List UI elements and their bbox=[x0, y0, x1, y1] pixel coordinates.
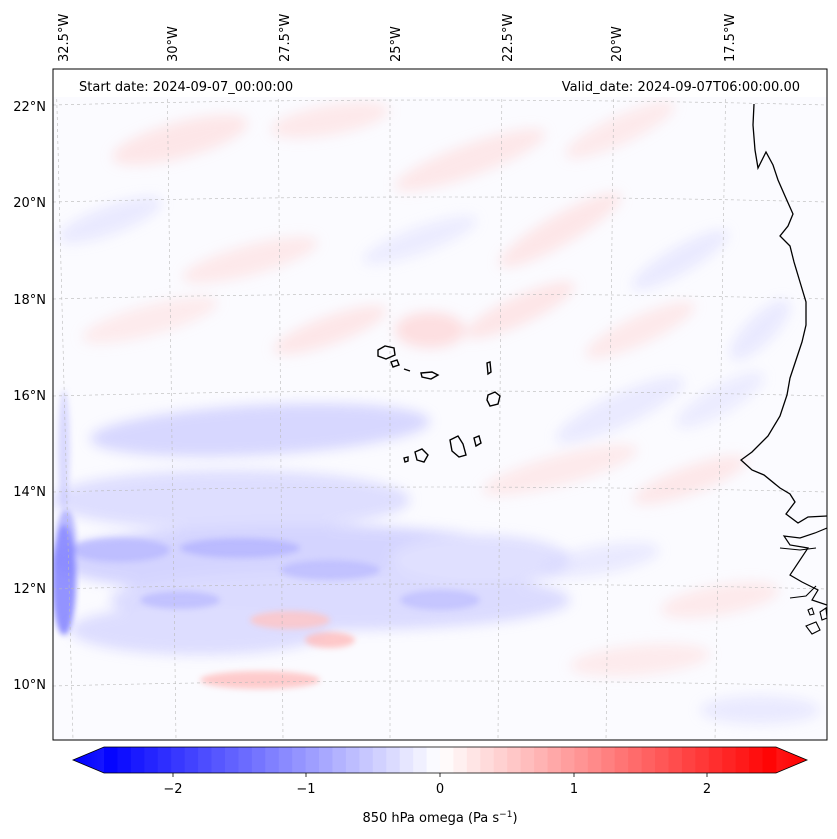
colorbar-band bbox=[251, 747, 266, 773]
colorbar-band bbox=[265, 747, 280, 773]
africa-coast-south bbox=[782, 527, 827, 606]
map-panel: Start date: 2024-09-07_00:00:00 Valid_da… bbox=[53, 69, 827, 740]
colorbar-band bbox=[681, 747, 696, 773]
cape-verde-islands bbox=[377, 345, 501, 463]
colorbar-band bbox=[130, 747, 145, 773]
colorbar-band bbox=[466, 747, 481, 773]
colorbar-band bbox=[601, 747, 616, 773]
lon-label: 22.5°W bbox=[501, 14, 516, 62]
colorbar-band bbox=[171, 747, 186, 773]
colorbar-band bbox=[413, 747, 427, 773]
lon-label: 30°W bbox=[166, 26, 181, 62]
colorbar-band bbox=[735, 747, 750, 773]
lat-label: 10°N bbox=[13, 678, 46, 693]
lon-label: 32.5°W bbox=[57, 14, 72, 62]
colorbar-band bbox=[560, 747, 575, 773]
start-date-label: Start date: 2024-09-07_00:00:00 bbox=[79, 80, 293, 95]
colorbar-band bbox=[198, 747, 212, 773]
valid-date-label: Valid_date: 2024-09-07T06:00:00.00 bbox=[562, 80, 800, 95]
lat-label: 22°N bbox=[13, 100, 46, 115]
colorbar-band bbox=[722, 747, 737, 773]
africa-coastline bbox=[739, 103, 827, 524]
colorbar-band bbox=[224, 747, 239, 773]
colorbar-tick: 2 bbox=[703, 782, 711, 797]
colorbar-band bbox=[749, 747, 763, 773]
lat-label: 18°N bbox=[13, 293, 46, 308]
colorbar-bands bbox=[104, 747, 777, 773]
lon-label: 20°W bbox=[610, 26, 625, 62]
colorbar-band bbox=[493, 747, 508, 773]
colorbar-outline bbox=[71, 746, 809, 774]
colorbar-tick: −1 bbox=[296, 782, 315, 797]
colorbar-band bbox=[184, 747, 199, 773]
colorbar-band bbox=[762, 747, 777, 773]
bijagos-islands bbox=[805, 607, 827, 635]
colorbar-band bbox=[587, 747, 602, 773]
colorbar-title: 850 hPa omega (Pa s−1) bbox=[362, 810, 517, 826]
colorbar-band bbox=[534, 747, 548, 773]
colorbar-band bbox=[614, 747, 629, 773]
colorbar-band bbox=[520, 747, 535, 773]
colorbar-band bbox=[292, 747, 306, 773]
colorbar-band bbox=[332, 747, 347, 773]
latitude-labels: 22°N 20°N 18°N 16°N 14°N 12°N 10°N bbox=[13, 100, 46, 693]
graticule bbox=[53, 69, 827, 740]
colorbar-band bbox=[104, 747, 118, 773]
colorbar-band bbox=[238, 747, 253, 773]
lat-label: 14°N bbox=[13, 485, 46, 500]
colorbar-band bbox=[708, 747, 723, 773]
colorbar-band bbox=[305, 747, 320, 773]
map-frame bbox=[52, 68, 828, 741]
colorbar: −2 −1 0 1 2 850 hPa omega (Pa s−1) bbox=[71, 746, 809, 826]
lon-label: 27.5°W bbox=[278, 14, 293, 62]
longitude-labels: 32.5°W 30°W 27.5°W 25°W 22.5°W 20°W 17.5… bbox=[57, 14, 738, 62]
colorbar-tick: 0 bbox=[436, 782, 444, 797]
header-strip bbox=[53, 69, 827, 97]
gambia-estuary bbox=[779, 547, 817, 599]
colorbar-band bbox=[547, 747, 562, 773]
colorbar-band bbox=[641, 747, 656, 773]
colorbar-band bbox=[480, 747, 495, 773]
lon-label: 25°W bbox=[389, 26, 404, 62]
colorbar-band bbox=[386, 747, 401, 773]
lon-label: 17.5°W bbox=[723, 14, 738, 62]
colorbar-band bbox=[426, 747, 441, 773]
colorbar-band bbox=[574, 747, 589, 773]
colorbar-band bbox=[157, 747, 172, 773]
colorbar-band bbox=[668, 747, 683, 773]
omega-field bbox=[53, 101, 820, 724]
colorbar-band bbox=[628, 747, 642, 773]
colorbar-band bbox=[319, 747, 333, 773]
lat-label: 12°N bbox=[13, 582, 46, 597]
colorbar-band bbox=[453, 747, 468, 773]
colorbar-band bbox=[507, 747, 522, 773]
colorbar-band bbox=[144, 747, 159, 773]
lat-label: 16°N bbox=[13, 389, 46, 404]
lat-label: 20°N bbox=[13, 196, 46, 211]
colorbar-band bbox=[399, 747, 414, 773]
colorbar-band bbox=[345, 747, 360, 773]
colorbar-band bbox=[359, 747, 374, 773]
colorbar-band bbox=[372, 747, 387, 773]
colorbar-band bbox=[440, 747, 454, 773]
colorbar-band bbox=[695, 747, 710, 773]
colorbar-band bbox=[278, 747, 293, 773]
colorbar-band bbox=[211, 747, 226, 773]
colorbar-band bbox=[655, 747, 669, 773]
colorbar-tick: 1 bbox=[570, 782, 578, 797]
colorbar-tick: −2 bbox=[163, 782, 182, 797]
colorbar-band bbox=[117, 747, 132, 773]
